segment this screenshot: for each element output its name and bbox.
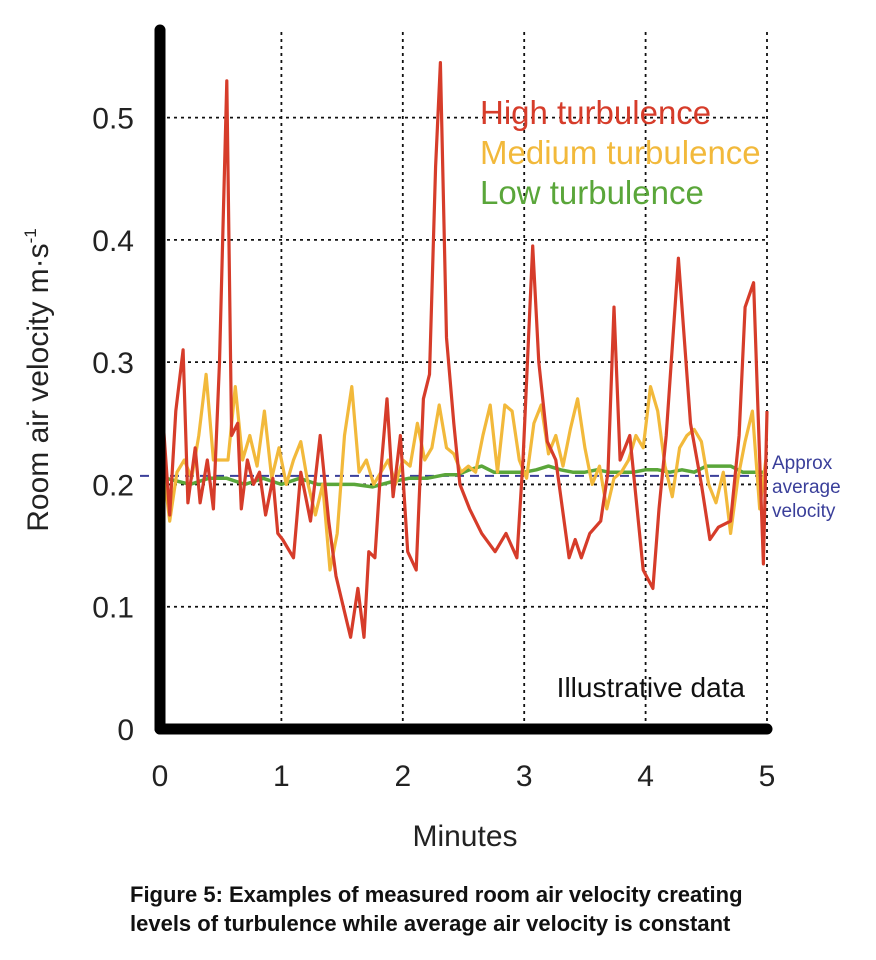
caption-line-1: Figure 5: Examples of measured room air … xyxy=(130,882,743,907)
x-tick-label-4: 4 xyxy=(637,760,654,793)
figure-caption: Figure 5: Examples of measured room air … xyxy=(130,880,850,938)
y-axis-title-group: Room air velocity m·s-1 xyxy=(21,228,55,532)
y-tick-label-1: 0.1 xyxy=(92,592,134,625)
y-tick-label-0: 0 xyxy=(117,714,134,747)
y-axis-title-superscript: -1 xyxy=(21,228,40,243)
x-tick-label-2: 2 xyxy=(394,760,411,793)
x-tick-label-0: 0 xyxy=(152,760,169,793)
axes xyxy=(154,24,773,735)
y-axis-title: Room air velocity m·s-1 xyxy=(21,228,55,532)
series-line-high-turbulence xyxy=(160,60,769,639)
x-tick-label-1: 1 xyxy=(273,760,290,793)
illustrative-data-annotation: Illustrative data xyxy=(557,672,746,703)
legend-entry-low-turbulence: Low turbulence xyxy=(480,174,704,211)
y-axis-title-text: Room air velocity m·s xyxy=(22,243,55,531)
y-tick-label-3: 0.3 xyxy=(92,347,134,380)
reference-label-line-3: velocity xyxy=(772,501,836,522)
y-tick-label-4: 0.4 xyxy=(92,225,134,258)
x-tick-label-3: 3 xyxy=(516,760,533,793)
y-tick-label-5: 0.5 xyxy=(92,103,134,136)
caption-line-2: levels of turbulence while average air v… xyxy=(130,911,731,936)
x-axis-title: Minutes xyxy=(412,820,517,853)
series-line-low-turbulence xyxy=(165,464,767,489)
legend-entry-medium-turbulence: Medium turbulence xyxy=(480,134,761,171)
reference-line-group: Approx average velocity xyxy=(140,453,841,522)
y-tick-label-2: 0.2 xyxy=(92,469,134,502)
grid-lines xyxy=(160,32,768,729)
legend-entry-high-turbulence: High turbulence xyxy=(480,94,711,131)
reference-label-line-1: Approx xyxy=(772,453,833,474)
series-layer xyxy=(160,60,769,639)
tick-labels: 0 0.1 0.2 0.3 0.4 0.5 0 1 2 3 4 5 xyxy=(92,103,775,793)
x-tick-label-5: 5 xyxy=(759,760,776,793)
series-line-medium-turbulence xyxy=(160,372,768,572)
reference-label-line-2: average xyxy=(772,477,841,498)
